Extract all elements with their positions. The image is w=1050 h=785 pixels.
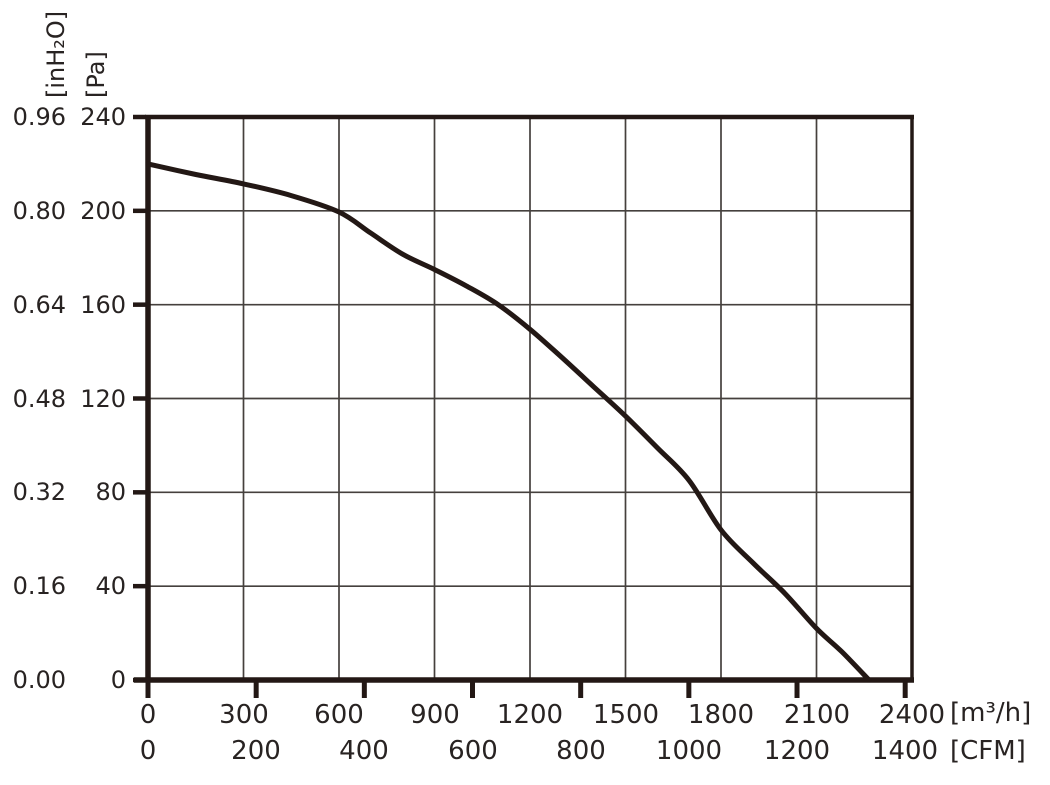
x-axis-secondary-unit-label: [CFM] [950, 736, 1026, 766]
y-axis-secondary-unit-label: [inH₂O] [42, 10, 70, 98]
y-axis-primary-unit-label: [Pa] [82, 51, 110, 98]
x-axis-primary-unit-label: [m³/h] [950, 698, 1032, 728]
pressure-curve [145, 161, 872, 683]
